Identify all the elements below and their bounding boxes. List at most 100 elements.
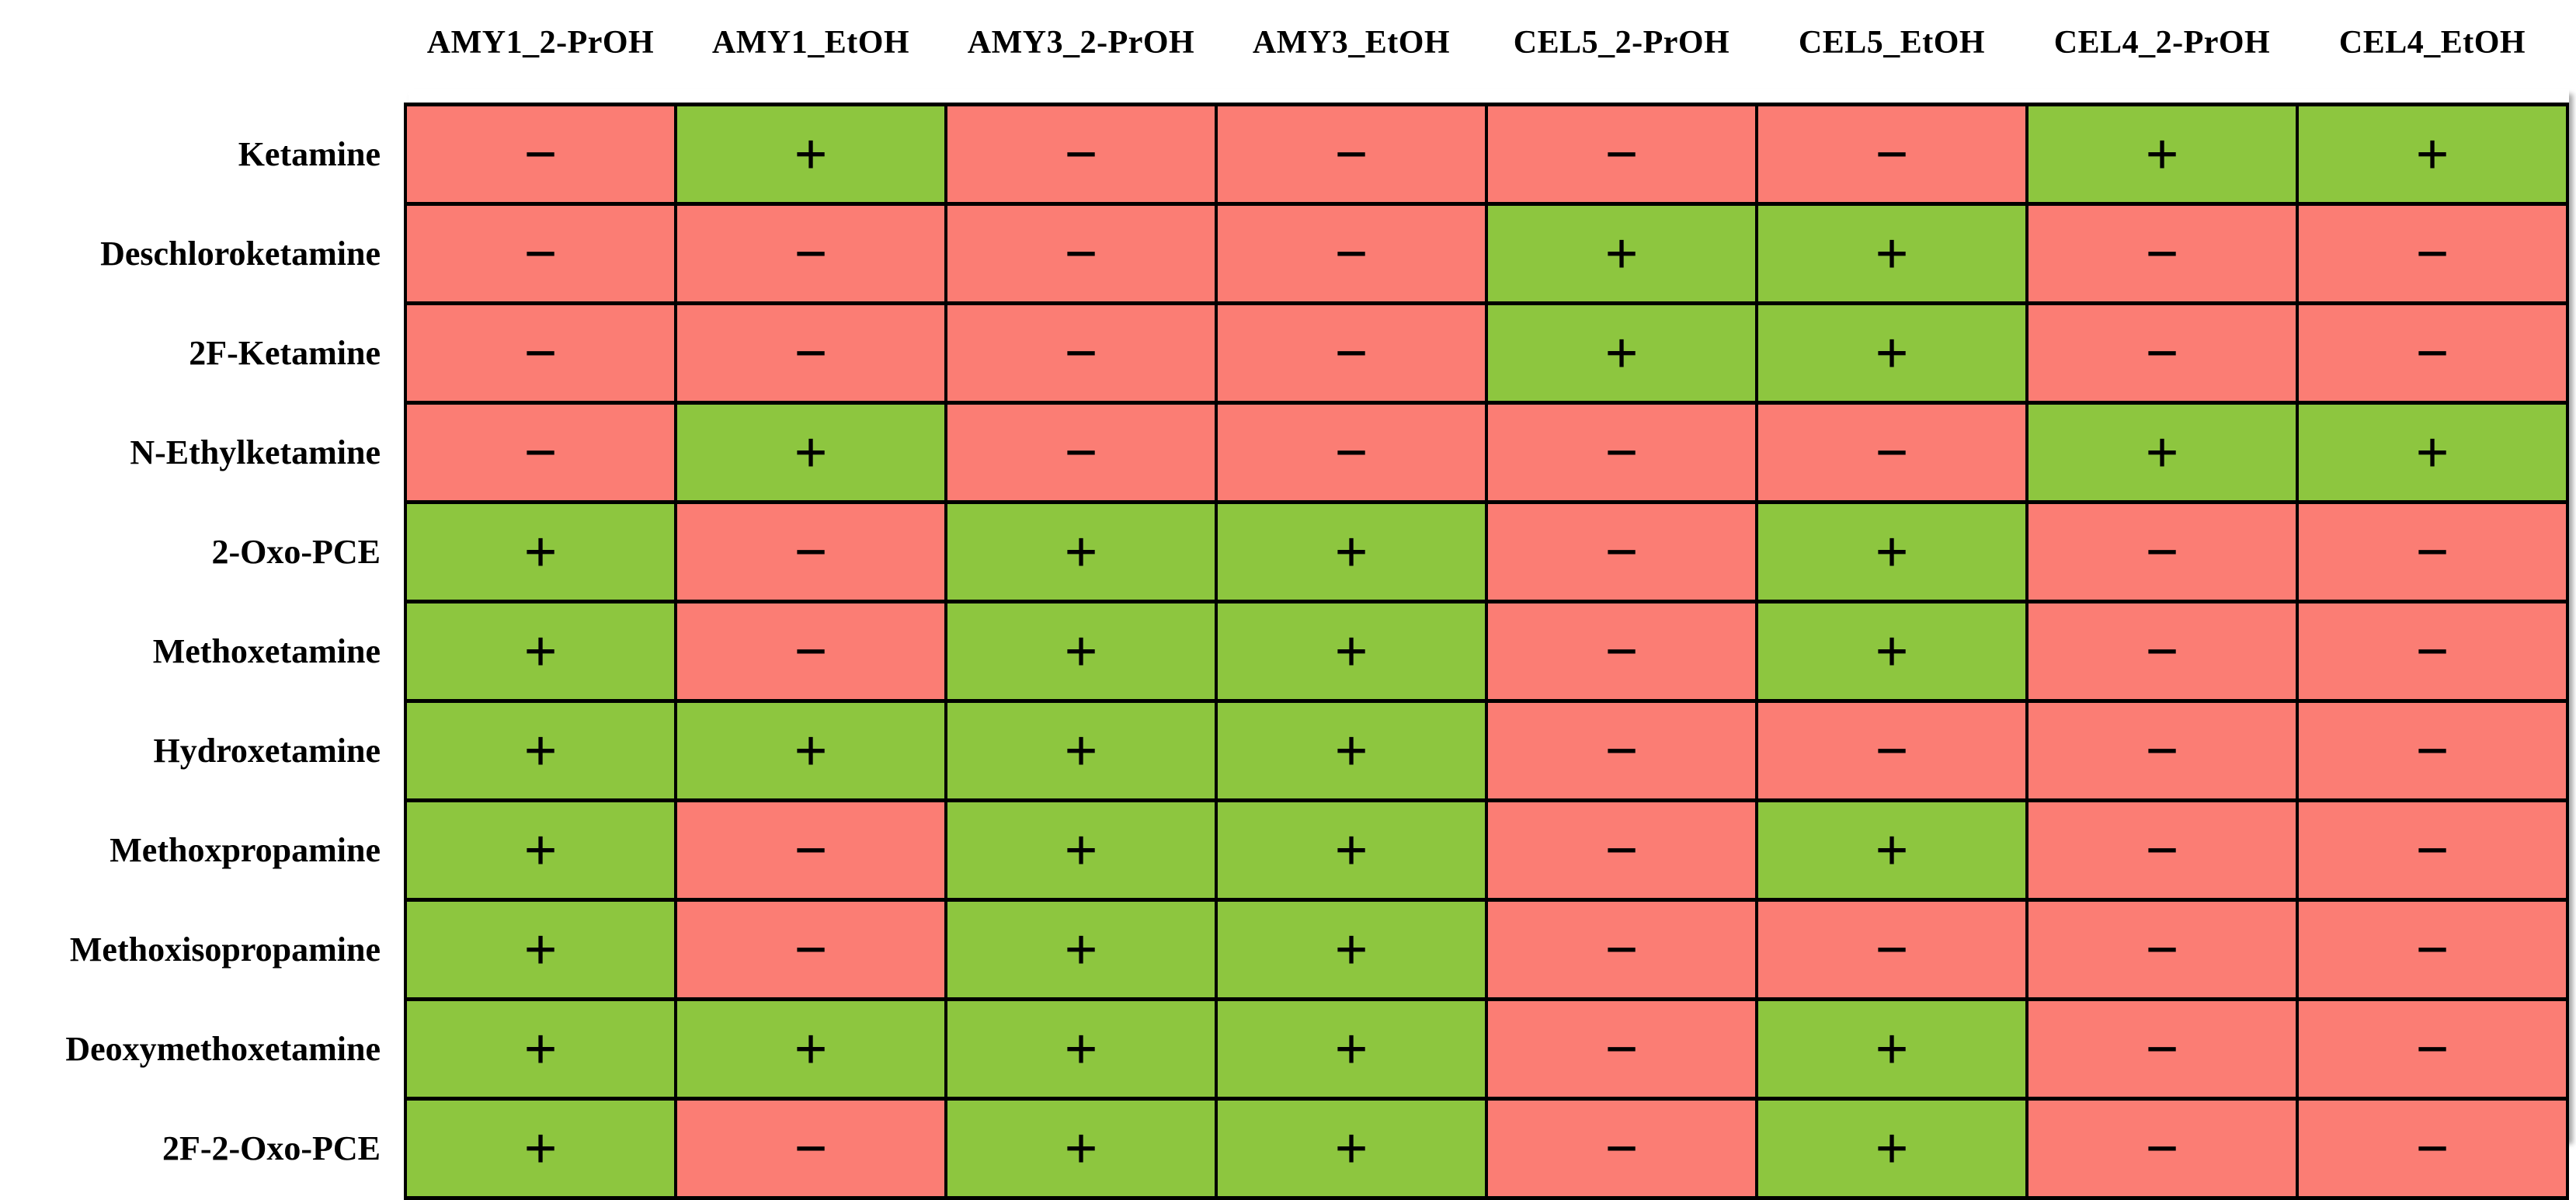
result-cell-positive: + <box>1485 202 1758 305</box>
column-header: AMY1_2-PrOH <box>426 25 655 61</box>
row-label: Methoxisopropamine <box>69 930 381 969</box>
result-cell-positive: + <box>1215 1097 1488 1200</box>
result-cell-positive: + <box>2025 401 2299 504</box>
row-label: Hydroxetamine <box>153 732 381 770</box>
result-cell-negative: − <box>404 202 677 305</box>
result-cell-positive: + <box>404 500 677 603</box>
result-cell-negative: − <box>1485 103 1758 206</box>
row-label: Deschloroketamine <box>100 235 381 273</box>
result-cell-negative: − <box>2296 898 2569 1001</box>
result-cell-negative: − <box>2296 301 2569 405</box>
result-cell-positive: + <box>404 600 677 703</box>
result-cell-negative: − <box>2296 500 2569 603</box>
row-label: 2-Oxo-PCE <box>211 533 381 571</box>
result-matrix: AMY1_2-PrOH AMY1_EtOH AMY3_2-PrOH AMY3_EtOH… <box>2 3 2569 1200</box>
result-cell-positive: + <box>1215 500 1488 603</box>
result-cell-positive: + <box>1215 600 1488 703</box>
table-row: Methoxisopropamine + − + + − − − − <box>2 898 2569 1001</box>
matrix-body: Ketamine − + − − − − + + Deschloroketamine − − − − + + −… <box>2 103 2569 1200</box>
column-header: CEL5_EtOH <box>1798 25 1986 61</box>
result-cell-positive: + <box>404 997 677 1101</box>
result-cell-negative: − <box>674 1097 947 1200</box>
result-cell-positive: + <box>1755 1097 2028 1200</box>
row-label: Deoxymethoxetamine <box>65 1030 381 1068</box>
result-cell-positive: + <box>1215 997 1488 1101</box>
column-header: CEL4_EtOH <box>2338 25 2526 61</box>
table-row: Hydroxetamine + + + + − − − − <box>2 699 2569 802</box>
table-row: Methoxetamine + − + + − + − − <box>2 600 2569 703</box>
table-row: 2F-2-Oxo-PCE + − + + − + − − <box>2 1097 2569 1200</box>
result-cell-positive: + <box>944 997 1218 1101</box>
result-cell-positive: + <box>674 997 947 1101</box>
result-cell-negative: − <box>944 202 1218 305</box>
result-cell-positive: + <box>944 1097 1218 1200</box>
result-cell-negative: − <box>1485 699 1758 802</box>
result-cell-positive: + <box>2296 401 2569 504</box>
result-cell-negative: − <box>674 898 947 1001</box>
result-cell-negative: − <box>674 600 947 703</box>
result-cell-negative: − <box>1755 898 2028 1001</box>
result-cell-positive: + <box>1755 500 2028 603</box>
result-cell-negative: − <box>2296 699 2569 802</box>
result-cell-negative: − <box>1215 401 1488 504</box>
result-cell-positive: + <box>674 401 947 504</box>
result-cell-negative: − <box>1485 1097 1758 1200</box>
result-cell-negative: − <box>2025 500 2299 603</box>
table-row: Ketamine − + − − − − + + <box>2 103 2569 206</box>
table-row: 2-Oxo-PCE + − + + − + − − <box>2 500 2569 603</box>
result-cell-negative: − <box>1755 401 2028 504</box>
result-cell-positive: + <box>944 798 1218 902</box>
result-cell-positive: + <box>404 699 677 802</box>
result-cell-positive: + <box>1215 699 1488 802</box>
result-cell-negative: − <box>1485 798 1758 902</box>
result-cell-positive: + <box>404 898 677 1001</box>
result-cell-negative: − <box>1485 898 1758 1001</box>
result-cell-negative: − <box>944 401 1218 504</box>
result-cell-positive: + <box>404 798 677 902</box>
result-cell-negative: − <box>2296 202 2569 305</box>
result-cell-positive: + <box>944 500 1218 603</box>
result-cell-positive: + <box>1755 798 2028 902</box>
column-header: AMY1_EtOH <box>711 25 910 61</box>
result-cell-negative: − <box>674 301 947 405</box>
result-cell-negative: − <box>2296 1097 2569 1200</box>
table-row: Deschloroketamine − − − − + + − − <box>2 202 2569 305</box>
result-cell-positive: + <box>2025 103 2299 206</box>
result-cell-negative: − <box>404 301 677 405</box>
column-header: CEL5_2-PrOH <box>1513 25 1730 61</box>
result-cell-negative: − <box>944 103 1218 206</box>
header-row: AMY1_2-PrOH AMY1_EtOH AMY3_2-PrOH AMY3_EtOH… <box>2 3 2567 105</box>
table-row: Deoxymethoxetamine + + + + − + − − <box>2 997 2569 1101</box>
row-label: 2F-2-Oxo-PCE <box>162 1129 381 1167</box>
result-cell-positive: + <box>944 699 1218 802</box>
result-cell-negative: − <box>944 301 1218 405</box>
result-cell-negative: − <box>404 401 677 504</box>
result-cell-positive: + <box>944 600 1218 703</box>
result-cell-negative: − <box>2025 202 2299 305</box>
result-cell-negative: − <box>2296 798 2569 902</box>
result-cell-negative: − <box>2025 1097 2299 1200</box>
result-cell-negative: − <box>2025 600 2299 703</box>
result-cell-positive: + <box>1215 898 1488 1001</box>
result-cell-negative: − <box>2025 997 2299 1101</box>
result-cell-negative: − <box>674 500 947 603</box>
result-cell-negative: − <box>1485 997 1758 1101</box>
result-cell-negative: − <box>2025 699 2299 802</box>
result-cell-negative: − <box>674 798 947 902</box>
result-cell-positive: + <box>1755 301 2028 405</box>
result-cell-positive: + <box>1485 301 1758 405</box>
result-cell-negative: − <box>674 202 947 305</box>
result-cell-positive: + <box>674 103 947 206</box>
result-cell-positive: + <box>944 898 1218 1001</box>
result-cell-negative: − <box>2025 798 2299 902</box>
row-label: Methoxpropamine <box>110 831 381 869</box>
result-cell-positive: + <box>404 1097 677 1200</box>
result-matrix-figure: AMY1_2-PrOH AMY1_EtOH AMY3_2-PrOH AMY3_EtOH… <box>2 3 2569 1200</box>
result-cell-positive: + <box>674 699 947 802</box>
row-label: 2F-Ketamine <box>189 334 381 372</box>
row-label: N-Ethylketamine <box>130 433 381 471</box>
column-header: AMY3_EtOH <box>1252 25 1451 61</box>
result-cell-positive: + <box>1755 997 2028 1101</box>
result-cell-negative: − <box>1485 401 1758 504</box>
result-cell-negative: − <box>2296 997 2569 1101</box>
